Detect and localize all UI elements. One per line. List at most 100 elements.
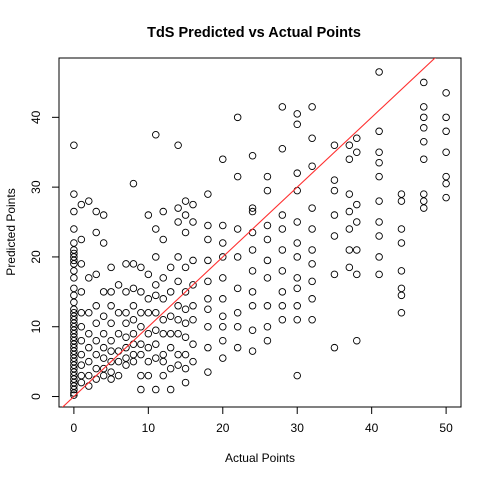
plot-frame xyxy=(58,57,462,408)
data-point xyxy=(248,288,257,296)
data-point xyxy=(166,364,175,373)
data-point xyxy=(375,197,383,205)
data-point xyxy=(375,218,383,226)
data-point xyxy=(70,239,78,247)
data-point xyxy=(70,267,78,275)
data-point xyxy=(345,155,354,163)
data-point xyxy=(330,176,339,184)
data-point xyxy=(189,302,197,310)
y-tick-label: 40 xyxy=(29,110,43,124)
data-point xyxy=(204,235,212,244)
data-point xyxy=(263,186,272,195)
data-point xyxy=(70,190,78,198)
data-point xyxy=(159,207,167,216)
data-point xyxy=(114,281,123,289)
data-point xyxy=(233,113,242,122)
data-point xyxy=(99,211,108,219)
data-point xyxy=(219,354,227,362)
y-axis-label: Predicted Points xyxy=(4,188,18,275)
data-point xyxy=(293,316,301,324)
data-point xyxy=(293,253,301,261)
data-point xyxy=(420,124,428,132)
chart-title: TdS Predicted vs Actual Points xyxy=(147,25,361,41)
data-point xyxy=(293,302,301,310)
data-point xyxy=(330,141,339,149)
data-point xyxy=(129,302,138,310)
data-point xyxy=(166,329,175,338)
data-point xyxy=(219,155,227,163)
data-point xyxy=(353,246,361,254)
y-axis: 0 10 20 30 40 xyxy=(29,110,59,400)
data-point xyxy=(219,239,227,247)
data-point xyxy=(204,368,212,376)
data-point xyxy=(122,288,130,296)
data-point xyxy=(166,312,175,321)
data-point xyxy=(107,288,115,296)
data-point xyxy=(144,329,153,338)
data-point xyxy=(263,274,272,282)
data-point xyxy=(233,343,242,352)
data-point xyxy=(442,172,450,181)
data-point xyxy=(181,305,190,314)
data-point xyxy=(420,138,428,146)
data-point xyxy=(122,343,130,352)
x-tick-label: 40 xyxy=(365,421,379,435)
data-point xyxy=(129,329,138,338)
x-axis: 0 10 20 30 40 50 xyxy=(71,407,453,435)
data-point xyxy=(248,347,257,355)
data-point xyxy=(70,291,78,300)
data-point xyxy=(330,211,339,219)
data-point xyxy=(420,155,428,163)
data-point xyxy=(375,68,383,76)
data-point xyxy=(204,343,212,352)
data-point xyxy=(174,277,182,286)
data-point xyxy=(278,302,287,310)
data-point xyxy=(293,120,301,129)
data-point xyxy=(77,378,86,387)
data-point xyxy=(397,239,406,247)
reference-line xyxy=(61,58,436,407)
data-point xyxy=(92,319,100,327)
data-point xyxy=(144,357,153,366)
data-point xyxy=(278,316,287,324)
data-point xyxy=(99,239,108,247)
data-point xyxy=(70,274,78,282)
data-point xyxy=(107,368,115,376)
data-point xyxy=(174,329,182,338)
data-point xyxy=(85,343,93,352)
data-point xyxy=(263,322,272,331)
data-point xyxy=(85,329,93,338)
data-point xyxy=(92,350,100,359)
data-point xyxy=(174,218,182,226)
data-point xyxy=(293,284,301,293)
data-point xyxy=(122,333,130,341)
data-point xyxy=(233,309,242,317)
data-point xyxy=(248,302,257,310)
data-point xyxy=(107,302,115,310)
data-point xyxy=(233,172,242,181)
data-point xyxy=(181,197,190,205)
data-point xyxy=(159,316,167,324)
data-point xyxy=(308,277,316,286)
data-point xyxy=(77,309,86,317)
data-point xyxy=(144,309,153,317)
data-point xyxy=(293,186,301,195)
data-point xyxy=(166,385,175,394)
data-point xyxy=(204,305,212,314)
data-point xyxy=(77,361,86,369)
data-point xyxy=(375,158,383,167)
x-tick-label: 0 xyxy=(71,421,78,435)
data-point xyxy=(92,207,100,216)
data-point xyxy=(375,253,383,261)
data-point xyxy=(345,190,354,198)
data-point xyxy=(99,329,108,338)
data-point xyxy=(420,78,428,87)
data-point xyxy=(442,113,450,122)
data-point xyxy=(248,204,257,212)
data-point xyxy=(85,371,93,380)
data-point xyxy=(92,375,100,383)
data-point xyxy=(174,253,182,261)
data-point xyxy=(174,350,182,359)
data-point xyxy=(70,141,78,149)
